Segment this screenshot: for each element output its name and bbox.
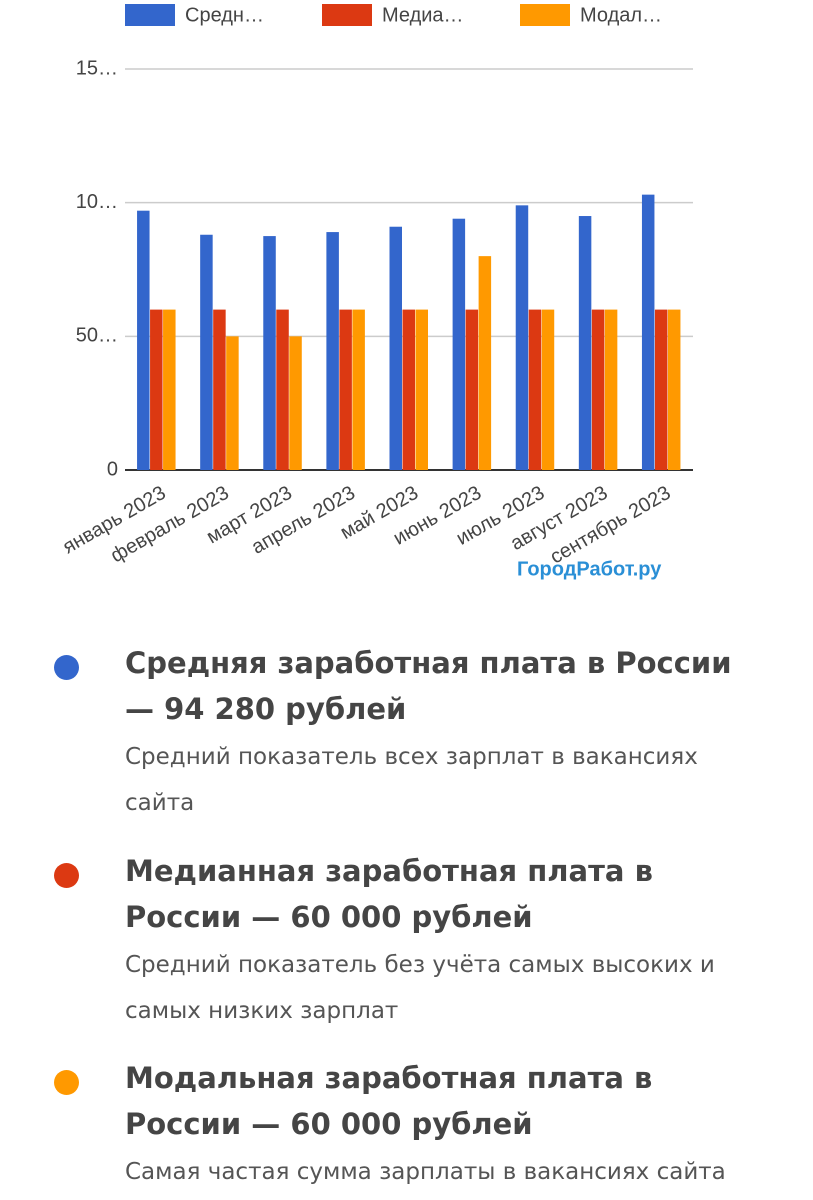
bar — [415, 309, 428, 470]
item-title: Модальная заработная плата в России — 60… — [125, 1061, 653, 1141]
legend-label: Медиа… — [382, 4, 464, 26]
y-tick-label: 15… — [76, 57, 118, 79]
legend-swatch — [125, 4, 175, 26]
legend-dot — [54, 1070, 79, 1095]
y-tick-label: 50… — [76, 325, 118, 347]
item-title: Медианная заработная плата в России — 60… — [125, 854, 653, 934]
bar — [654, 309, 668, 470]
bar — [137, 210, 150, 471]
bar — [339, 309, 352, 470]
bar — [478, 256, 492, 470]
bar — [528, 309, 542, 470]
bar — [213, 309, 226, 470]
bar — [352, 309, 365, 470]
bar — [389, 226, 402, 470]
chart: 050…10…15…Средн… Медиа… Модал…январь 2023ф… — [59, 4, 693, 581]
bar — [200, 234, 213, 470]
watermark: ГородРабот.ру — [517, 558, 662, 580]
legend-swatch — [322, 4, 372, 26]
y-tick-label: 0 — [107, 458, 118, 480]
description-item: Медианная заработная плата в России — 60… — [125, 848, 760, 1034]
item-desc: Средний показатель без учёта самых высок… — [125, 952, 715, 1024]
legend-dot — [54, 655, 79, 680]
bar — [150, 309, 163, 470]
item-desc: Самая частая сумма зарплаты в вакансиях … — [125, 1159, 726, 1185]
bar — [604, 309, 618, 470]
bar — [641, 194, 655, 470]
bar — [515, 205, 529, 470]
bar — [667, 309, 681, 470]
legend-dot — [54, 863, 79, 888]
bar — [591, 309, 605, 470]
description-item: Модальная заработная плата в России — 60… — [125, 1055, 760, 1195]
bar — [226, 336, 239, 470]
bar — [465, 309, 479, 470]
y-tick-label: 10… — [76, 191, 118, 213]
bar — [276, 309, 289, 470]
bar — [263, 236, 276, 470]
legend-label: Средн… — [185, 4, 264, 26]
legend-swatch — [520, 4, 570, 26]
bar — [578, 216, 592, 470]
bar — [326, 232, 339, 470]
item-desc: Средний показатель всех зарплат в ваканс… — [125, 744, 698, 816]
legend-label: Модал… — [580, 4, 662, 26]
bar — [541, 309, 555, 470]
bar — [289, 336, 302, 470]
bar — [163, 309, 176, 470]
bar — [402, 309, 415, 470]
description-item: Средняя заработная плата в России — 94 2… — [125, 640, 760, 826]
bar — [452, 218, 466, 470]
item-title: Средняя заработная плата в России — 94 2… — [125, 646, 732, 726]
